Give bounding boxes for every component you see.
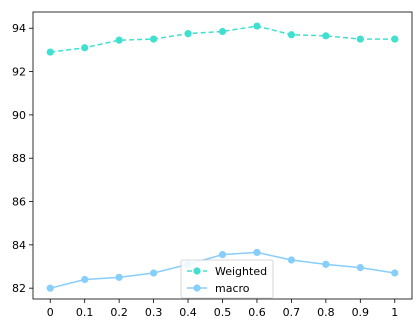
x-tick-label: 0.6 — [248, 306, 266, 319]
legend-label-weighted: Weighted — [215, 265, 267, 278]
y-tick-label: 90 — [12, 109, 26, 122]
data-point-macro — [81, 275, 89, 284]
legend: Weighted macro — [180, 259, 274, 299]
x-tick-label: 0.2 — [110, 306, 128, 319]
data-point-macro — [322, 260, 330, 268]
y-axis: 82 84 86 88 90 92 94 — [12, 22, 33, 295]
data-point-weighted — [391, 35, 399, 43]
y-tick-label: 82 — [12, 282, 26, 295]
legend-marker-macro — [193, 284, 201, 292]
x-tick-label: 0.4 — [179, 306, 197, 319]
x-tick-label: 0.8 — [317, 306, 335, 319]
x-tick-label: 0 — [47, 306, 54, 319]
data-point-macro — [115, 273, 123, 281]
data-point-macro — [46, 284, 54, 292]
data-point-macro — [391, 269, 399, 277]
data-point-weighted — [184, 30, 192, 38]
x-tick-label: 0.1 — [76, 306, 94, 319]
data-point-weighted — [356, 35, 364, 43]
data-point-macro — [218, 250, 227, 259]
x-tick-label: 0.7 — [283, 306, 301, 319]
data-point-weighted — [322, 32, 330, 40]
x-axis: 0 0.1 0.2 0.3 0.4 0.5 0.6 0.7 0.8 0.9 1 — [47, 299, 398, 319]
plot-area — [46, 22, 399, 292]
data-point-macro — [287, 256, 296, 264]
series-line-weighted — [50, 25, 395, 53]
y-tick-label: 84 — [12, 239, 26, 252]
y-tick-label: 92 — [12, 66, 26, 79]
data-point-weighted — [149, 35, 158, 43]
x-tick-label: 0.9 — [352, 306, 370, 319]
legend-marker-weighted — [193, 267, 201, 275]
legend-label-macro: macro — [215, 282, 250, 295]
y-tick-label: 86 — [12, 196, 26, 209]
data-point-weighted — [253, 22, 261, 30]
data-point-weighted — [287, 31, 296, 39]
x-tick-label: 0.3 — [145, 306, 163, 319]
x-tick-label: 1 — [391, 306, 398, 319]
data-point-weighted — [218, 27, 227, 36]
data-point-macro — [149, 269, 158, 277]
data-point-weighted — [115, 36, 123, 44]
y-tick-label: 88 — [12, 152, 26, 165]
y-tick-label: 94 — [12, 22, 26, 35]
data-point-weighted — [81, 44, 89, 52]
data-point-weighted — [46, 48, 54, 56]
data-point-macro — [356, 263, 364, 272]
x-tick-label: 0.5 — [214, 306, 232, 319]
data-point-macro — [253, 248, 261, 257]
